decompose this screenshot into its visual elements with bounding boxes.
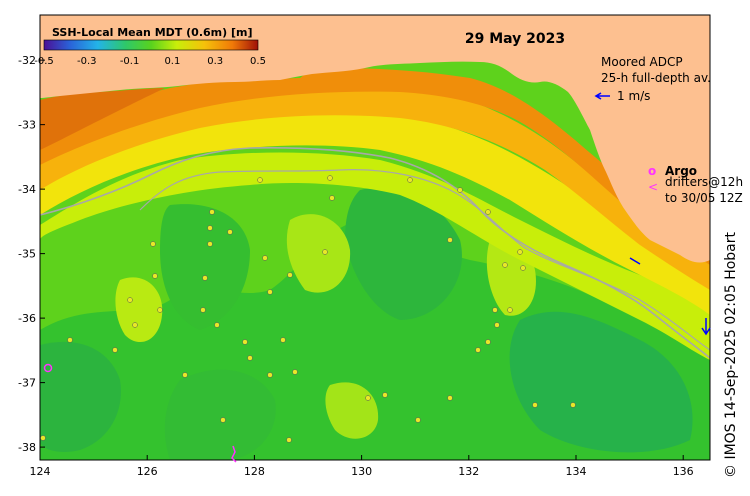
plot-frame [39, 14, 711, 461]
ssh-low-patch-south-mid [164, 369, 276, 460]
x-axis: 124 126 128 130 132 134 136 [30, 455, 694, 478]
argo-marker: o [648, 164, 656, 178]
ssh-high-patch-2 [115, 277, 163, 343]
y-tick-label: -32 [18, 54, 36, 67]
legend: Moored ADCP 25-h full-depth av. 1 m/s o … [594, 55, 743, 205]
ssh-band-yellow [40, 108, 710, 316]
y-axis: -32 -33 -34 -35 -36 -37 -38 [18, 54, 45, 454]
drifter-track [231, 445, 237, 463]
x-tick-label: 132 [458, 465, 479, 478]
x-tick-label: 134 [566, 465, 587, 478]
argo-float-marker [43, 363, 53, 373]
map-title: 29 May 2023 [465, 31, 565, 47]
x-tick-label: 130 [351, 465, 372, 478]
x-tick-label: 126 [137, 465, 158, 478]
adcp-scale-arrow [594, 92, 610, 100]
y-tick-label: -38 [18, 441, 36, 454]
adcp-legend-line1: Moored ADCP [601, 55, 683, 69]
colorbar-tick-label: -0.3 [77, 56, 97, 67]
shelf-contour [40, 147, 710, 359]
y-tick-label: -35 [18, 248, 36, 261]
colorbar-tick-label: -0.1 [120, 56, 140, 67]
ssh-low-patch-south [40, 341, 121, 452]
ssh-high-patch-3 [325, 382, 379, 439]
argo-dots [40, 175, 576, 443]
shelf-contour-inner [139, 169, 710, 351]
y-tick-label: -37 [18, 377, 36, 390]
drifter-marker: < [648, 180, 658, 194]
ssh-band-dark-orange [40, 88, 165, 150]
colorbar-tick-label: -0.5 [34, 56, 54, 67]
ssh-low-patch-west [160, 204, 250, 330]
colorbar: SSH-Local Mean MDT (0.6m) [m] -0.5 -0.3 -0… [34, 26, 266, 67]
colorbar-tick-label: 0.1 [164, 56, 180, 67]
y-tick-label: -36 [18, 312, 36, 325]
ssh-band-orange [40, 68, 710, 265]
y-tick-label: -34 [18, 183, 36, 196]
x-tick-label: 136 [673, 465, 694, 478]
adcp-arrow-2 [701, 318, 711, 336]
adcp-legend-line2: 25-h full-depth av. [601, 71, 711, 85]
x-tick-label: 124 [30, 465, 51, 478]
drifter-legend-line2: to 30/05 12Z [665, 191, 743, 205]
drifter-legend-line1: drifters@12h [665, 175, 743, 189]
ssh-low-patch-center [345, 187, 462, 320]
ssh-band-yellow-green [40, 152, 710, 360]
credit-label: © IMOS 14-Sep-2025 02:05 Hobart [723, 232, 739, 478]
colorbar-tick-label: 0.5 [250, 56, 266, 67]
land-mass [40, 15, 710, 263]
colorbar-title: SSH-Local Mean MDT (0.6m) [m] [52, 26, 252, 39]
adcp-arrow-1 [629, 257, 641, 265]
argo-label: Argo [665, 164, 697, 178]
ssh-low-patch-east [509, 311, 693, 453]
colorbar-tick-label: 0.3 [207, 56, 223, 67]
x-tick-label: 128 [244, 465, 265, 478]
ssh-band-orange-light [40, 81, 710, 290]
ssh-high-patch-1 [286, 214, 351, 293]
y-tick-label: -33 [18, 119, 36, 132]
adcp-scale-label: 1 m/s [617, 89, 650, 103]
